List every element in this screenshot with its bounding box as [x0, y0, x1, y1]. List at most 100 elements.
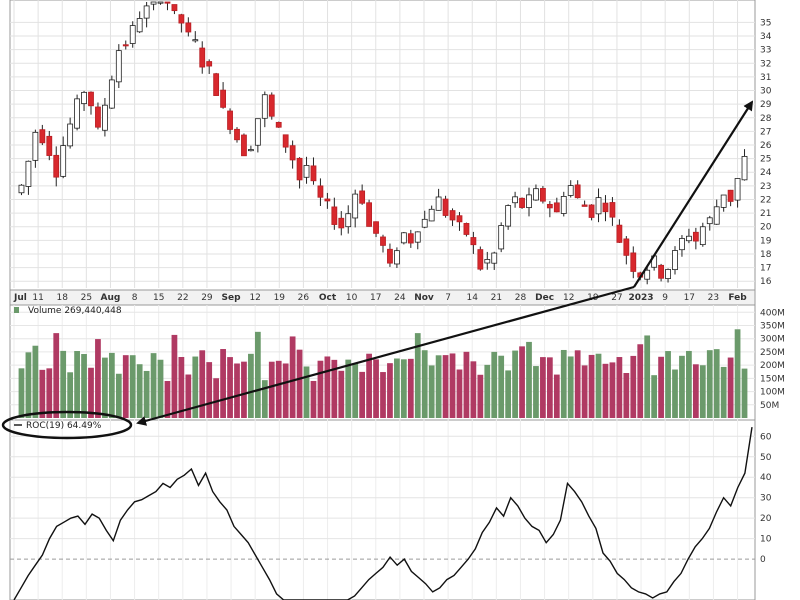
volume-bar	[122, 355, 129, 418]
candle-body	[53, 154, 60, 178]
candle-body	[644, 269, 651, 280]
candle-body	[254, 118, 261, 146]
volume-tick-label: 250M	[760, 348, 785, 358]
candle-body	[95, 106, 101, 128]
candle-body	[470, 237, 477, 246]
candle-body	[380, 236, 386, 246]
volume-bar	[206, 362, 213, 418]
candle-body	[60, 145, 67, 177]
volume-bar	[623, 373, 630, 418]
volume-bar	[67, 372, 74, 418]
date-tick-label: 21	[491, 293, 502, 303]
candle-body	[442, 198, 449, 216]
date-tick-label: 28	[515, 293, 527, 303]
candle-body	[567, 185, 574, 196]
volume-bar	[713, 349, 720, 418]
volume-bar	[720, 366, 727, 418]
candle-body	[317, 185, 324, 198]
date-tick-label: 11	[32, 293, 43, 303]
roc-tick-label: 20	[760, 514, 772, 524]
roc-label: ROC(19) 64.49%	[26, 421, 102, 431]
price-tick-label: 28	[760, 114, 772, 124]
candle-body	[734, 178, 741, 201]
date-tick-label: 29	[201, 293, 213, 303]
roc-panel	[9, 419, 756, 600]
volume-bar	[540, 357, 546, 418]
volume-bar	[491, 351, 498, 418]
price-tick-label: 22	[760, 195, 771, 205]
volume-bar	[699, 365, 706, 418]
candle-body	[546, 203, 553, 209]
candle-body	[574, 184, 581, 199]
date-tick-label: 12	[563, 293, 574, 303]
volume-bar	[150, 353, 157, 418]
volume-bar	[602, 363, 609, 418]
volume-bar	[289, 336, 296, 418]
volume-bar	[679, 355, 685, 418]
volume-bar	[241, 361, 247, 418]
candle-body	[157, 1, 164, 4]
candle-body	[32, 131, 39, 161]
volume-bar	[102, 357, 108, 418]
arrow-to-roc-label	[136, 285, 635, 426]
price-tick-label: 31	[760, 73, 771, 83]
date-tick-label: 18	[57, 293, 69, 303]
price-tick-label: 25	[760, 155, 771, 165]
candle-body	[122, 44, 129, 47]
candle-body	[616, 224, 623, 243]
volume-bar	[185, 374, 192, 418]
candle-body	[706, 217, 713, 225]
volume-bar	[359, 371, 366, 418]
price-tick-label: 17	[760, 264, 771, 274]
volume-bar	[317, 360, 324, 418]
volume-tick-label: 300M	[760, 335, 785, 345]
date-tick-label: Aug	[101, 293, 121, 303]
candle-body	[46, 135, 53, 156]
roc-tick-label: 60	[760, 432, 772, 442]
candle-body	[220, 89, 226, 108]
volume-bar	[171, 334, 178, 418]
volume-bar	[178, 356, 185, 418]
price-tick-label: 26	[760, 141, 772, 151]
roc-label-circle	[1, 410, 133, 440]
candle-body	[400, 232, 407, 244]
volume-bar	[574, 350, 581, 418]
date-tick-label: Dec	[535, 293, 554, 303]
volume-tick-label: 200M	[760, 361, 785, 371]
candle-body	[373, 221, 379, 234]
volume-bar	[533, 366, 539, 418]
price-tick-label: 34	[760, 32, 772, 42]
date-tick-label: 10	[346, 293, 358, 303]
volume-bar	[53, 333, 60, 418]
volume-bar	[275, 360, 282, 418]
candle-body	[39, 129, 46, 144]
price-tick-label: 35	[760, 18, 771, 28]
volume-bar	[692, 364, 699, 418]
candle-body	[595, 197, 602, 215]
candle-body	[185, 22, 192, 33]
volume-bar	[553, 374, 560, 418]
candle-body	[74, 98, 80, 129]
volume-bar	[164, 381, 171, 418]
candle-body	[491, 252, 498, 264]
candle-body	[303, 165, 310, 178]
candle-body	[150, 1, 157, 5]
candle-body	[505, 205, 512, 227]
volume-label: Volume 269,440,448	[28, 306, 122, 316]
candle-body	[526, 194, 532, 209]
volume-tick-label: 400M	[760, 308, 785, 318]
price-tick-label: 21	[760, 209, 771, 219]
candle-body	[428, 208, 435, 222]
price-tick-label: 16	[760, 277, 772, 287]
volume-bar	[616, 357, 623, 418]
volume-bar	[227, 357, 233, 418]
candle-body	[727, 189, 734, 202]
candle-body	[692, 231, 699, 242]
volume-bar	[741, 368, 748, 418]
roc-tick-label: 0	[760, 555, 766, 565]
roc-tick-label: 40	[760, 473, 772, 483]
candle-body	[477, 249, 484, 270]
volume-tick-label: 100M	[760, 388, 785, 398]
volume-bar	[651, 375, 658, 418]
candle-body	[588, 204, 595, 218]
